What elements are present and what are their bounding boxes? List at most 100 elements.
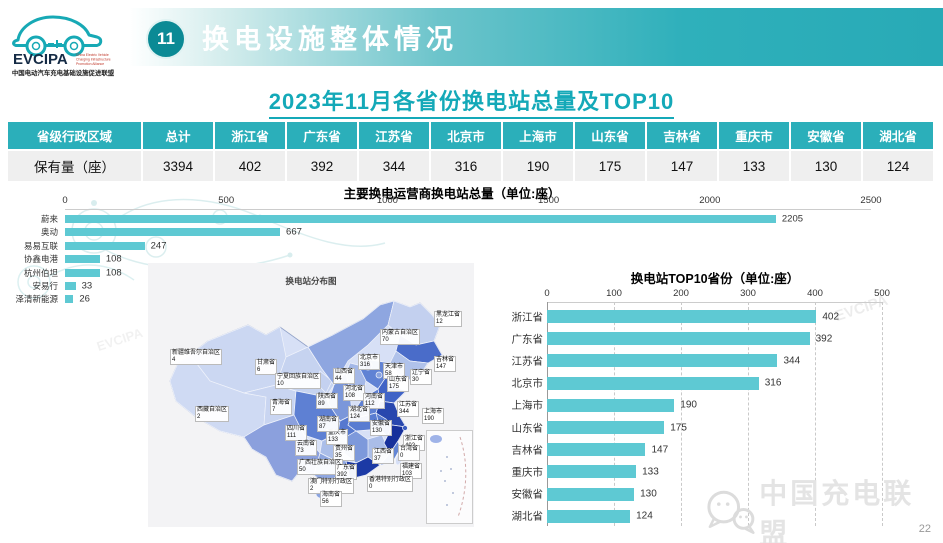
bar (547, 509, 631, 523)
map-region-label: 河北省 108 (343, 385, 366, 402)
bar (547, 465, 637, 479)
category-label: 奥动 (40, 227, 58, 238)
top10-provinces-bar-chart: 换电站TOP10省份（单位:座） 0 100 200 300 400 500 浙江省 402 广东… (505, 268, 903, 526)
bar (547, 487, 635, 501)
map-region-label: 山西省 44 (333, 368, 356, 385)
map-region-label: 湖北省 124 (348, 406, 371, 423)
x-axis-tick-label: 300 (740, 288, 756, 299)
x-axis-line (547, 302, 882, 303)
brand-text: EVCIPA (13, 51, 68, 68)
map-region-label: 四川省 111 (285, 425, 308, 442)
gridline (614, 302, 615, 526)
x-axis-line (65, 209, 871, 210)
slide-subtitle: 2023年11月各省份换电站总量及TOP10 (0, 84, 943, 119)
map-region-label: 黑龙江省 12 (434, 311, 463, 328)
map-region-label: 湖南省 87 (317, 416, 340, 433)
value-label: 392 (815, 333, 833, 345)
table-value-cell: 175 (575, 149, 647, 181)
category-label: 浙江省 (511, 311, 544, 323)
bar (547, 376, 759, 390)
map-region-label: 北京市 316 (358, 354, 381, 371)
map-title: 换电站分布图 (285, 276, 337, 286)
chart-title: 主要换电运营商换电站总量（单位:座） (343, 187, 561, 201)
x-axis-tick-label: 2500 (860, 195, 882, 206)
table-header-cell: 省级行政区域 (8, 122, 143, 149)
table-header-cell: 湖北省 (863, 122, 935, 149)
chart-title: 换电站TOP10省份（单位:座） (630, 272, 800, 286)
gridline (748, 302, 749, 526)
table-header-cell: 重庆市 (719, 122, 791, 149)
value-label: 108 (105, 267, 122, 279)
category-label: 杭州伯坦 (23, 267, 58, 278)
bar (547, 398, 675, 412)
table-value-cell: 3394 (143, 149, 215, 181)
province-totals-table: 省级行政区域 总计 浙江省 广东省 江苏省 北京市 上海市 山东省 吉林省 重庆市 安徽省 湖北省 保有… (8, 122, 935, 181)
category-label: 上海市 (511, 399, 544, 412)
x-axis-tick-label: 500 (874, 288, 890, 299)
category-label: 湖北省 (511, 510, 544, 523)
table-value-cell: 130 (791, 149, 863, 181)
map-region-label: 香港特别行政区 0 (367, 476, 414, 493)
map-region-label: 宁夏回族自治区 10 (275, 373, 322, 390)
map-region-label: 陕西省 89 (316, 393, 339, 410)
x-axis-tick-label: 0 (62, 195, 68, 206)
evcipa-watermark: EVCIPA (94, 325, 145, 354)
category-label: 蔚来 (40, 214, 58, 224)
footer-brand: 中国充电联盟 (702, 472, 943, 543)
bar (65, 215, 776, 223)
map-region-label: 甘肃省 6 (255, 359, 278, 376)
map-region-label: 云南省 73 (295, 440, 318, 457)
brand-sub-en-2: Charging Infrastructure (76, 58, 111, 62)
header-bar: 11 换电设施整体情况 (130, 8, 943, 66)
category-label: 江苏省 (511, 355, 544, 368)
value-label: 124 (636, 510, 653, 522)
table-value-cell: 344 (359, 149, 431, 181)
brand-sub-en-3: Promotion Alliance (76, 62, 104, 66)
bar (65, 295, 74, 304)
value-label: 33 (81, 280, 93, 292)
station-distribution-map: 换电站分布图 (148, 263, 474, 527)
operators-bar-chart: 主要换电运营商换电站总量（单位:座） 0 500 1000 1500 2000 2500 蔚来… (8, 183, 935, 307)
table-row-label: 保有量（座） (8, 149, 143, 181)
x-axis-tick-label: 200 (673, 288, 689, 299)
table-header-cell: 广东省 (287, 122, 359, 149)
category-label: 安易行 (32, 281, 58, 291)
bar (65, 228, 281, 237)
page-title: 换电设施整体情况 (202, 24, 458, 55)
x-axis-tick-label: 0 (544, 288, 550, 299)
category-label: 广东省 (511, 333, 544, 346)
value-label: 133 (642, 466, 659, 478)
gridline (882, 302, 883, 526)
value-label: 108 (105, 253, 122, 265)
table-header-cell: 北京市 (431, 122, 503, 149)
value-label: 175 (670, 422, 687, 433)
bar (547, 332, 810, 346)
bar (65, 255, 100, 264)
x-axis-tick-label: 1500 (538, 195, 560, 206)
table-header-cell: 浙江省 (215, 122, 287, 149)
value-label: 316 (764, 377, 782, 389)
region-shanghai (402, 425, 408, 431)
table-header-cell: 江苏省 (359, 122, 431, 149)
brand-sub-cn: 中国电动汽车充电基础设施促进联盟 (12, 68, 115, 77)
map-region-label: 辽宁省 30 (410, 369, 433, 386)
table-value-cell: 133 (719, 149, 791, 181)
bar (65, 282, 76, 290)
map-region-label: 江苏省 344 (397, 401, 420, 418)
evcipa-car-icon: EVCIPA China Electric Vehicle Charging I… (12, 15, 115, 77)
south-china-sea-inset (426, 430, 473, 524)
table-header-cell: 吉林省 (647, 122, 719, 149)
map-region-label: 海南省 56 (320, 491, 343, 508)
map-region-label: 江西省 37 (372, 448, 395, 465)
table-value-cell: 392 (287, 149, 359, 181)
value-label: 247 (150, 240, 167, 252)
category-label: 安徽省 (511, 488, 544, 501)
page-number: 22 (918, 523, 931, 535)
bar (547, 443, 646, 457)
map-region-label: 内蒙古自治区 70 (380, 329, 421, 346)
value-label: 667 (286, 226, 302, 238)
table-value-cell: 124 (863, 149, 935, 181)
gridline (815, 302, 816, 526)
map-region-label: 吉林省 147 (434, 356, 457, 373)
table-value-cell: 147 (647, 149, 719, 181)
